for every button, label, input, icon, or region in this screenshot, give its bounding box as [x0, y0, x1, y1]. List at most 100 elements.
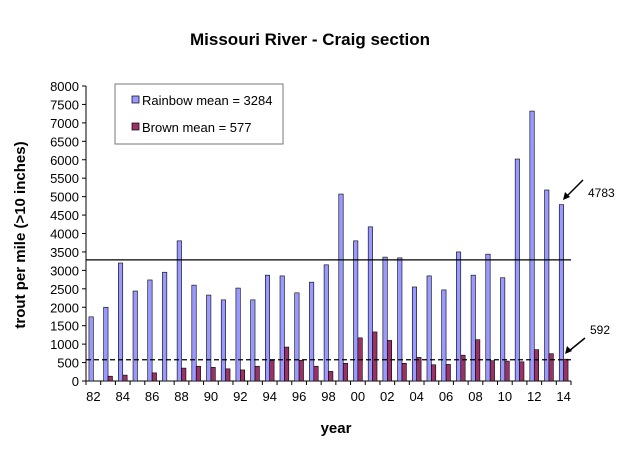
bar-brown-07 — [460, 354, 466, 382]
bar-brown-96 — [298, 360, 304, 382]
y-tick-label: 3500 — [50, 245, 79, 260]
annotation-arrow-brown — [568, 337, 586, 352]
bar-rainbow-84 — [118, 262, 124, 382]
x-tick-label: 02 — [380, 389, 394, 404]
bar-rainbow-12 — [529, 110, 535, 382]
x-tick-label: 12 — [527, 389, 541, 404]
bar-rainbow-99 — [338, 193, 344, 382]
legend-swatch-rainbow — [131, 95, 140, 104]
legend-box — [114, 83, 284, 145]
annotation-brown-2014: 592 — [590, 323, 610, 337]
bar-brown-98 — [328, 371, 334, 382]
y-tick-label: 5500 — [50, 171, 79, 186]
bar-brown-95 — [284, 346, 290, 382]
legend-rainbow: Rainbow mean = 3284 — [142, 93, 272, 108]
legend-swatch-brown — [131, 122, 140, 131]
chart-title: Missouri River - Craig section — [190, 30, 430, 49]
bar-rainbow-04 — [411, 286, 417, 382]
y-tick-label: 6500 — [50, 134, 79, 149]
x-tick-label: 06 — [439, 389, 453, 404]
y-tick-label: 0 — [72, 374, 79, 389]
y-tick-label: 8000 — [50, 79, 79, 94]
x-axis-label: year — [321, 420, 352, 437]
bar-rainbow-86 — [147, 279, 153, 382]
bar-rainbow-03 — [397, 257, 403, 382]
bar-rainbow-05 — [426, 275, 432, 382]
x-tick-label: 96 — [292, 389, 306, 404]
bar-rainbow-95 — [279, 275, 285, 382]
bar-rainbow-08 — [470, 274, 476, 382]
bar-brown-91 — [225, 368, 231, 382]
y-tick-label: 2500 — [50, 282, 79, 297]
bar-brown-13 — [548, 353, 554, 382]
bar-rainbow-82 — [88, 316, 94, 382]
bar-rainbow-87 — [162, 271, 168, 382]
bar-rainbow-10 — [500, 277, 506, 382]
bar-brown-86 — [151, 372, 157, 382]
bar-brown-84 — [122, 374, 128, 382]
bar-rainbow-00 — [353, 240, 359, 382]
bar-brown-12 — [533, 349, 539, 382]
bar-brown-04 — [416, 357, 422, 382]
x-tick-label: 10 — [498, 389, 512, 404]
bar-brown-05 — [431, 364, 437, 382]
annotation-arrowhead-brown — [565, 346, 572, 354]
bar-rainbow-89 — [191, 284, 197, 382]
bar-brown-90 — [210, 367, 216, 382]
bar-brown-14 — [563, 358, 569, 382]
y-axis-label: trout per mile (>10 inches) — [12, 141, 29, 328]
bar-brown-88 — [181, 367, 187, 382]
annotation-arrowhead-rainbow — [563, 192, 570, 200]
bar-brown-06 — [445, 364, 451, 382]
x-tick-label: 08 — [468, 389, 482, 404]
bar-rainbow-14 — [558, 204, 564, 382]
bar-rainbow-13 — [544, 189, 550, 382]
bar-brown-10 — [504, 360, 510, 382]
bar-rainbow-97 — [309, 281, 315, 382]
y-tick-label: 1500 — [50, 319, 79, 334]
bar-brown-01 — [372, 331, 378, 382]
y-tick-label: 7500 — [50, 97, 79, 112]
bar-brown-97 — [313, 365, 319, 382]
bar-rainbow-07 — [456, 251, 462, 382]
bar-brown-92 — [240, 369, 246, 382]
bar-rainbow-83 — [103, 306, 109, 382]
x-tick-label: 94 — [262, 389, 276, 404]
x-tick-label: 86 — [145, 389, 159, 404]
x-tick-label: 04 — [409, 389, 423, 404]
bar-brown-94 — [269, 360, 275, 382]
bar-brown-02 — [386, 340, 392, 382]
x-tick-label: 00 — [351, 389, 365, 404]
x-tick-label: 90 — [204, 389, 218, 404]
bar-rainbow-92 — [235, 287, 241, 382]
bar-rainbow-88 — [176, 240, 182, 382]
y-tick-label: 1000 — [50, 337, 79, 352]
bar-brown-93 — [254, 365, 260, 382]
x-tick-label: 92 — [233, 389, 247, 404]
bar-rainbow-93 — [250, 299, 256, 382]
bar-brown-09 — [489, 360, 495, 382]
legend-brown: Brown mean = 577 — [142, 120, 251, 135]
bar-rainbow-94 — [265, 274, 271, 382]
bar-rainbow-11 — [514, 158, 520, 382]
x-tick-label: 82 — [86, 389, 100, 404]
x-tick-label: 98 — [321, 389, 335, 404]
legend: Rainbow mean = 3284 Brown mean = 577 — [114, 83, 284, 145]
x-tick-label: 84 — [116, 389, 130, 404]
y-tick-label: 4000 — [50, 227, 79, 242]
x-tick-label: 14 — [556, 389, 570, 404]
y-tick-label: 6000 — [50, 153, 79, 168]
bar-rainbow-09 — [485, 253, 491, 382]
bar-rainbow-06 — [441, 289, 447, 382]
bar-rainbow-01 — [367, 226, 373, 382]
y-tick-label: 3000 — [50, 263, 79, 278]
bar-rainbow-98 — [323, 264, 329, 382]
bar-brown-89 — [195, 365, 201, 382]
bar-brown-99 — [342, 362, 348, 382]
bar-rainbow-02 — [382, 256, 388, 382]
y-tick-label: 500 — [57, 356, 79, 371]
bar-brown-03 — [401, 362, 407, 382]
bar-rainbow-96 — [294, 292, 300, 382]
